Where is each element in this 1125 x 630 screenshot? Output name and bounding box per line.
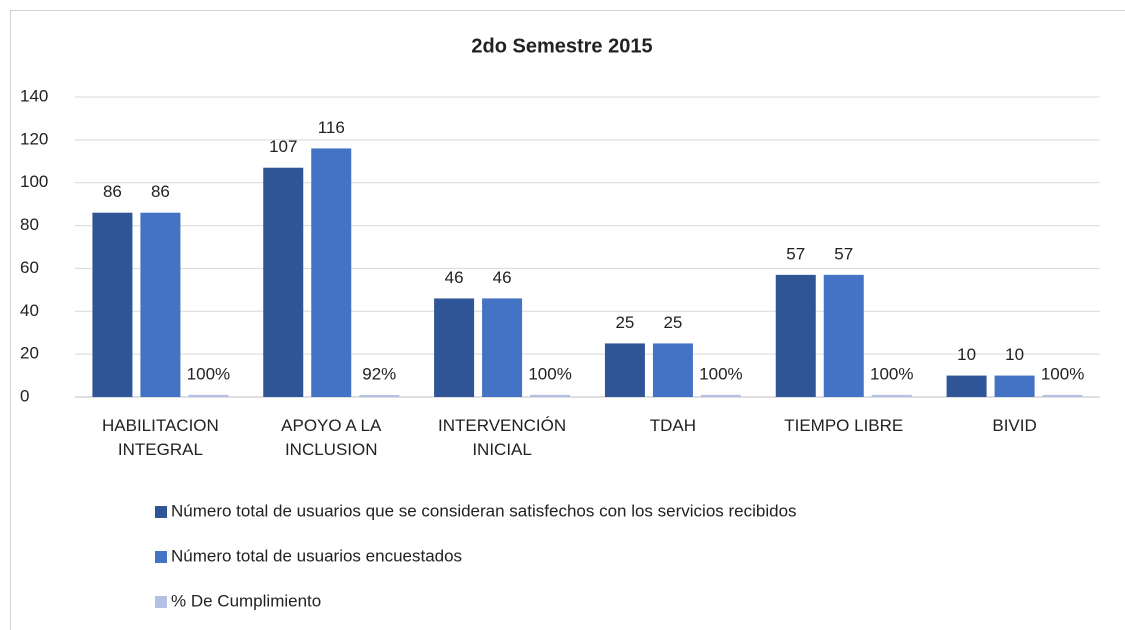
bar [482, 298, 523, 397]
data-label: 100% [528, 364, 571, 383]
bar [92, 212, 133, 397]
y-tick-label: 100 [20, 172, 48, 191]
y-tick-label: 120 [20, 129, 48, 148]
data-label: 25 [663, 313, 682, 332]
x-tick-label: TDAH [649, 416, 697, 435]
data-label: 10 [1005, 345, 1024, 364]
legend-label: Número total de usuarios que se consider… [171, 501, 797, 520]
data-label: 100% [1041, 364, 1084, 383]
bar [1042, 394, 1083, 397]
bar [775, 274, 816, 397]
data-label: 57 [786, 244, 805, 263]
legend-swatch [155, 551, 167, 563]
bar [311, 148, 352, 397]
legend-swatch [155, 506, 167, 518]
data-label: 10 [957, 345, 976, 364]
y-tick-label: 80 [20, 215, 39, 234]
bar [434, 298, 475, 397]
data-label: 92% [362, 365, 396, 384]
y-tick-label: 40 [20, 301, 39, 320]
bar [359, 395, 400, 397]
y-tick-label: 60 [20, 258, 39, 277]
legend-label: Número total de usuarios encuestados [171, 546, 462, 565]
chart-title: 2do Semestre 2015 [471, 35, 652, 57]
bar [700, 394, 741, 397]
x-tick-label: BIVID [992, 416, 1037, 435]
bar [188, 394, 229, 397]
y-tick-label: 0 [20, 386, 29, 405]
bar [946, 375, 987, 397]
x-tick-label: INTERVENCIÓN INICIAL [438, 416, 567, 459]
data-label: 46 [445, 268, 464, 287]
x-tick-label: HABILITACION INTEGRAL [101, 416, 219, 459]
data-label: 57 [834, 244, 853, 263]
data-label: 116 [318, 118, 345, 137]
data-label: 86 [103, 182, 122, 201]
data-label: 107 [269, 137, 297, 156]
y-tick-label: 20 [20, 344, 39, 363]
bar [823, 274, 864, 397]
data-label: 46 [493, 268, 512, 287]
bar [140, 212, 181, 397]
bar [530, 394, 571, 397]
data-label: 86 [151, 182, 170, 201]
bar [994, 375, 1035, 397]
y-tick-label: 140 [20, 86, 48, 105]
bar [604, 343, 645, 397]
legend-label: % De Cumplimiento [171, 591, 321, 610]
data-label: 100% [187, 364, 230, 383]
bar [652, 343, 693, 397]
data-label: 25 [615, 313, 634, 332]
bar [871, 394, 912, 397]
bar [263, 167, 304, 397]
chart-border [10, 10, 1125, 630]
x-tick-label: APOYO A LA INCLUSION [281, 416, 382, 459]
data-label: 100% [870, 364, 913, 383]
x-tick-label: TIEMPO LIBRE [784, 416, 904, 435]
legend-swatch [155, 596, 167, 608]
data-label: 100% [699, 364, 742, 383]
